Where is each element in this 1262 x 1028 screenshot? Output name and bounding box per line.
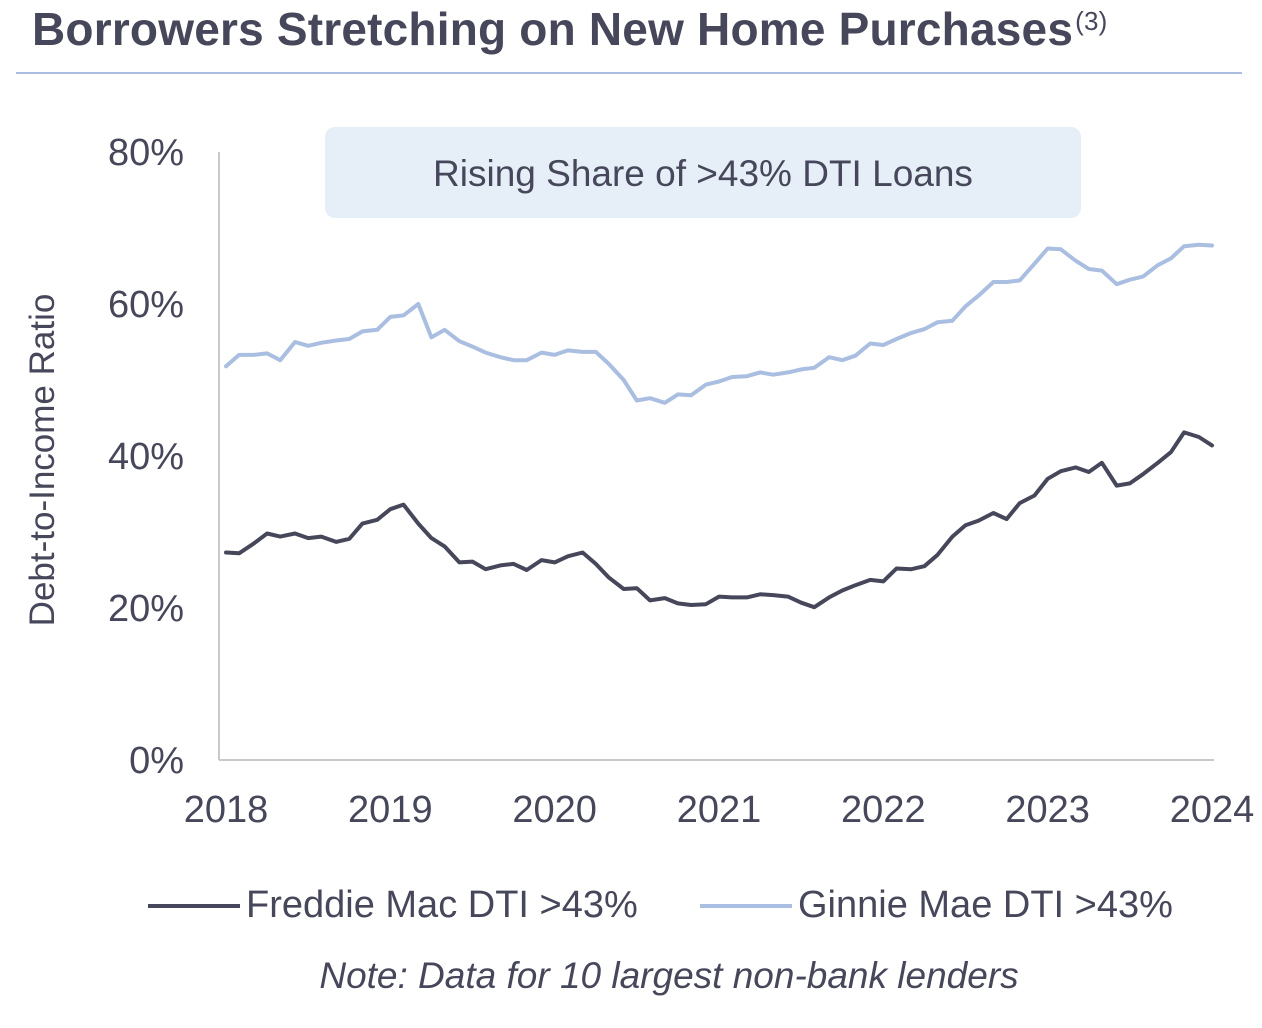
legend-label-freddie-mac: Freddie Mac DTI >43%: [246, 884, 638, 926]
y-tick-label: 60%: [108, 284, 184, 326]
series-layer: [224, 242, 1214, 610]
legend-swatch-ginnie-mae: [700, 903, 792, 908]
x-tick-label: 2019: [348, 789, 433, 831]
y-tick-labels: 0% 20% 40% 60% 80%: [108, 132, 184, 782]
legend-label-ginnie-mae: Ginnie Mae DTI >43%: [798, 884, 1173, 926]
legend-item-freddie-mac: Freddie Mac DTI >43%: [148, 884, 638, 927]
legend: Freddie Mac DTI >43% Ginnie Mae DTI >43%: [0, 884, 1262, 934]
x-tick-label: 2018: [184, 789, 269, 831]
annotation-text: Rising Share of >43% DTI Loans: [433, 153, 973, 194]
x-tick-label: 2024: [1170, 789, 1255, 831]
chart-title: Borrowers Stretching on New Home Purchas…: [32, 2, 1108, 56]
x-tick-label: 2023: [1005, 789, 1090, 831]
y-axis-label: Debt-to-Income Ratio: [23, 294, 62, 627]
chart-note: Note: Data for 10 largest non-bank lende…: [319, 955, 1019, 996]
x-tick-label: 2020: [512, 789, 597, 831]
x-tick-labels: 2018 2019 2020 2021 2022 2023 2024: [184, 789, 1255, 831]
legend-swatch-freddie-mac: [148, 903, 240, 908]
title-footnote-ref: (3): [1075, 6, 1108, 36]
title-divider: [16, 72, 1242, 74]
x-tick-label: 2021: [677, 789, 762, 831]
chart-title-text: Borrowers Stretching on New Home Purchas…: [32, 3, 1074, 55]
y-tick-label: 0%: [129, 740, 184, 782]
y-tick-label: 40%: [108, 436, 184, 478]
y-tick-label: 80%: [108, 132, 184, 174]
x-tick-label: 2022: [841, 789, 926, 831]
line-chart: Rising Share of >43% DTI Loans Debt-to-I…: [23, 127, 1255, 831]
annotation-box: [325, 127, 1081, 218]
legend-item-ginnie-mae: Ginnie Mae DTI >43%: [700, 884, 1173, 927]
series-line-ginnie-mae: [224, 242, 1214, 405]
series-line-freddie-mac: [224, 430, 1214, 610]
y-tick-label: 20%: [108, 588, 184, 630]
